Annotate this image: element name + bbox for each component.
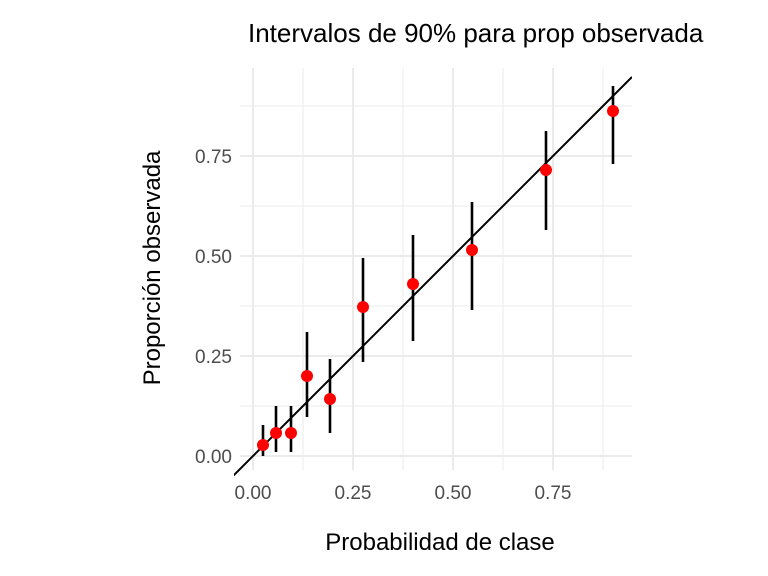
x-tick-label: 0.50 (435, 483, 472, 504)
identity-line (234, 76, 632, 476)
data-point (270, 427, 282, 439)
data-point (257, 439, 269, 451)
chart-title: Intervalos de 90% para prop observada (248, 18, 704, 48)
data-point (357, 301, 369, 313)
y-tick-label: 0.00 (195, 447, 232, 468)
grid (240, 68, 632, 470)
x-tick-label: 0.25 (335, 483, 372, 504)
y-tick-label: 0.75 (195, 147, 232, 168)
data-point (540, 164, 552, 176)
plot-marks (234, 76, 632, 476)
x-tick-label: 0.00 (235, 483, 272, 504)
data-point (285, 427, 297, 439)
data-point (407, 278, 419, 290)
data-point (324, 393, 336, 405)
x-tick-label: 0.75 (535, 483, 572, 504)
x-axis-title: Probabilidad de clase (325, 529, 555, 556)
y-axis-title: Proporción observada (139, 150, 166, 385)
data-point (607, 105, 619, 117)
y-tick-label: 0.50 (195, 247, 232, 268)
y-tick-label: 0.25 (195, 347, 232, 368)
data-point (466, 244, 478, 256)
x-axis-ticks: 0.00 0.25 0.50 0.75 (235, 483, 572, 504)
data-point (301, 370, 313, 382)
y-axis-ticks: 0.00 0.25 0.50 0.75 (195, 147, 232, 468)
